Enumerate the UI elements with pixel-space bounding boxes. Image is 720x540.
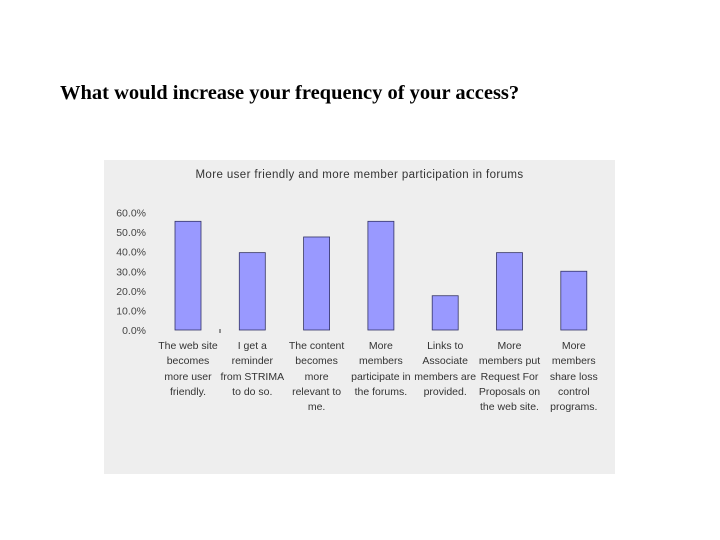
category-label: Links to Associate members are provided.: [414, 340, 477, 398]
y-tick-label: 60.0%: [116, 208, 146, 220]
bar-chart: 0.0% 10.0% 20.0% 30.0% 40.0% 50.0% 60.0%: [116, 208, 588, 337]
y-tick-label: 30.0%: [116, 266, 146, 278]
bar: [367, 220, 395, 331]
category-label: I get a reminder from STRIMA to do so.: [220, 340, 285, 398]
y-tick-label: 50.0%: [116, 227, 146, 239]
category-label: The web site becomes more user friendly.: [158, 340, 218, 398]
bar: [303, 236, 331, 331]
bar: [496, 252, 523, 331]
bar: [560, 270, 588, 331]
y-tick-label: 40.0%: [116, 247, 146, 259]
y-tick-label: 20.0%: [116, 286, 146, 298]
slide-title: What would increase your frequency of yo…: [60, 82, 520, 104]
chart-panel: More user friendly and more member parti…: [104, 160, 615, 474]
category-label: More members put Request For Proposals o…: [478, 340, 541, 414]
y-tick-label: 0.0%: [122, 325, 146, 337]
category-label: The content becomes more relevant to me.: [288, 340, 345, 414]
bar: [431, 295, 459, 331]
category-label: More members share loss control programs…: [549, 340, 598, 414]
chart-title: More user friendly and more member parti…: [195, 169, 524, 181]
bar: [174, 220, 202, 331]
y-tick-label: 10.0%: [116, 305, 146, 317]
category-label: More members participate in the forums.: [351, 340, 411, 398]
bar: [238, 252, 266, 331]
